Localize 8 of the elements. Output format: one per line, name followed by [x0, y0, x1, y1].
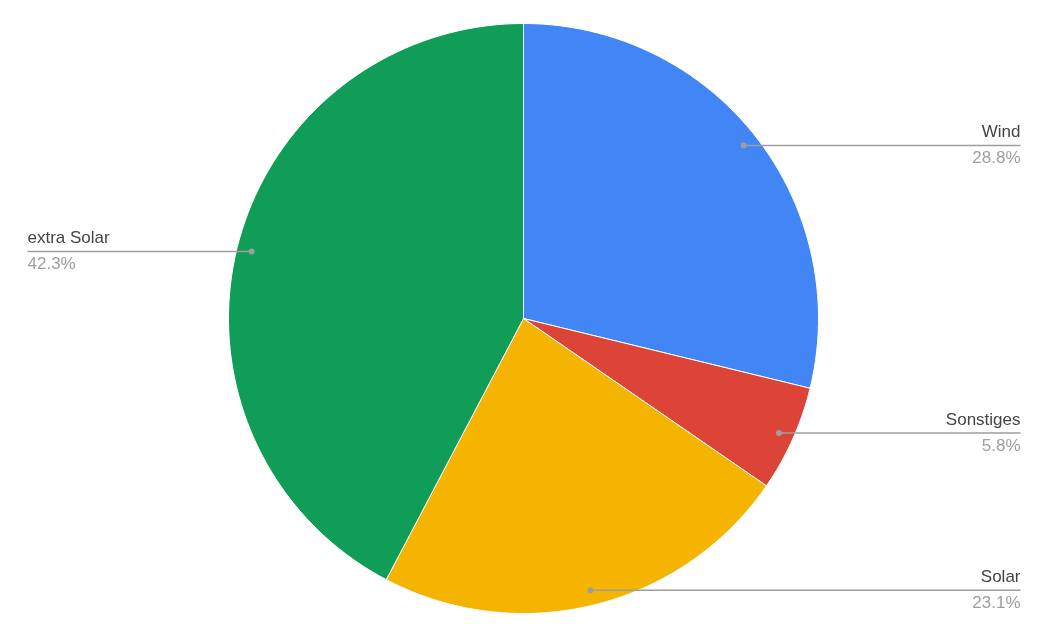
- data-label: 5.8%: [981, 435, 1021, 455]
- data-label: 28.8%: [972, 148, 1021, 168]
- slice-label: Wind: [981, 122, 1021, 142]
- slice-label: extra Solar: [27, 228, 111, 248]
- data-label: 23.1%: [972, 593, 1021, 613]
- data-label: 42.3%: [27, 254, 76, 274]
- slice-label: Sonstiges: [945, 409, 1021, 429]
- slice-label: Solar: [980, 567, 1021, 587]
